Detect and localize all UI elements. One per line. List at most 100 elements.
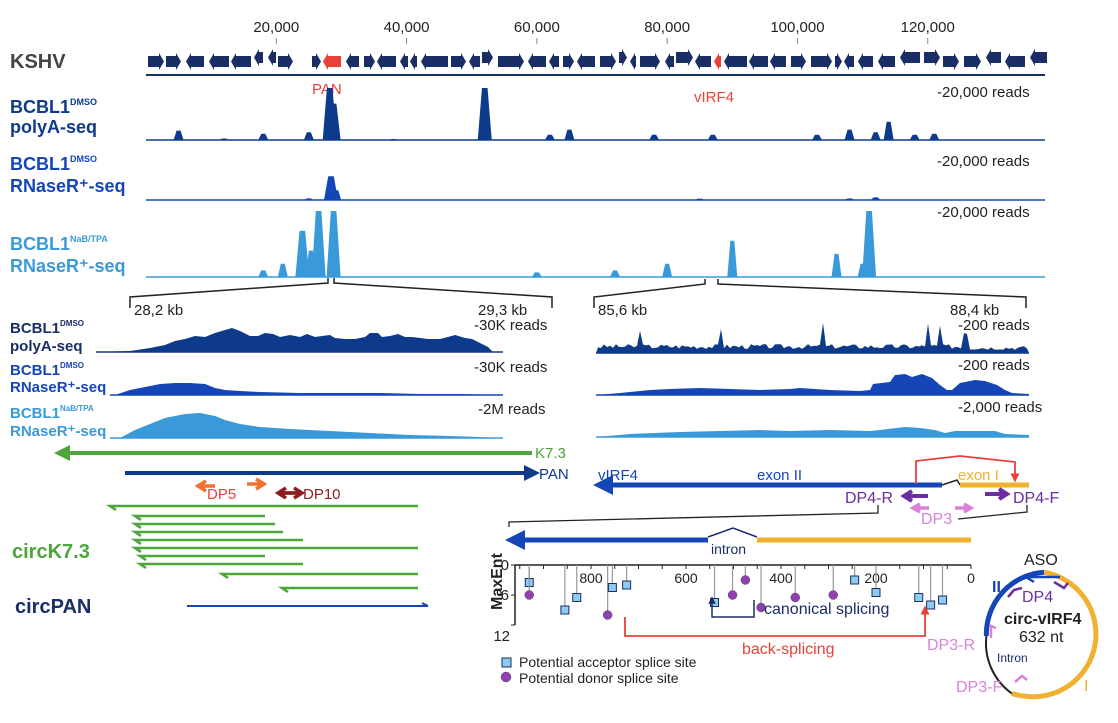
orf-arrow-icon [619,49,627,66]
maxent-x-tick-label: 600 [674,570,698,586]
canonical-splicing-connector [708,596,755,618]
zoom-right-end: 88,4 kb [950,302,999,319]
circk73-isoform-arrow [130,546,418,554]
coverage-tracks: BCBL1DMSO polyA-seq -20,000 reads BCBL1D… [10,84,1045,278]
circk73-isoform-arrow [277,586,418,594]
orf-arrow-icon [577,53,595,70]
track-3-scale: -20,000 reads [937,204,1030,221]
legend-acceptor-icon [501,657,512,668]
orf-arrow-icon [498,53,524,70]
circle-exon2-label: II [992,579,1001,596]
acceptor-site-marker [850,575,860,585]
orf-arrow-icon [811,53,832,70]
acceptor-site-marker [572,593,582,602]
zoom-right-start: 85,6 kb [598,302,647,319]
maxent-y-tick-label: 12 [493,628,510,645]
primer-dp10: DP10 [274,486,341,503]
track-3-sublabel: RNaseR⁺-seq [10,256,126,276]
zoom-right-panel: 85,6 kb 88,4 kb -200 reads -200 reads -2… [596,302,1042,438]
orf-arrow-icon [791,53,806,70]
orf-arrow-icon [312,53,321,70]
dp3-label: DP3 [921,511,952,528]
orf-arrow-icon [377,53,396,70]
circle-dp3r-arrow-icon [989,624,997,638]
acceptor-site-marker [926,600,936,610]
zoom-left-track-1-sublabel: polyA-seq [10,338,83,355]
virf4-gene-label: vIRF4 [598,467,638,484]
virf4-exon2-label: exon II [757,467,802,484]
donor-site-marker [828,590,838,600]
genome-tick-label: 60,000 [514,19,560,36]
circle-title: circ-vIRF4 [1004,611,1081,628]
orf-arrow-icon [549,53,559,70]
zoom-left-track-2-label: BCBL1DMSO [10,361,84,379]
dp3-right-arrow-icon [955,502,975,514]
maxent-y-tick-label: 6 [501,587,509,604]
orf-arrow-icon [964,53,981,70]
maxent-x-tick-label: 400 [769,570,793,586]
pan-locus: K7.3 PAN DP5 DP10 circK7.3 circPAN [12,445,569,618]
orf-arrow-icon [1030,49,1047,66]
acceptor-site-marker [871,588,881,597]
circk73-isoforms [105,504,418,594]
circle-exon1-arc [1021,569,1099,700]
orf-arrow-icon [676,49,693,66]
detail-bracket-right [957,505,1028,520]
orf-arrow-icon [186,53,204,70]
genome-tick-label: 100,000 [770,19,824,36]
zoom-right-coverage-1 [596,322,1029,353]
circk73-isoform-arrow [130,538,303,546]
genome-panel: KSHV 20,000 40,000 60,000 80,000 100,000 120,… [10,19,1047,106]
dp4f-arrow-icon [985,487,1011,501]
circk73-isoform-arrow [217,572,418,580]
backsplicing-label: back-splicing [742,641,834,658]
zoom-left-panel: 28,2 kb 29,3 kb BCBL1DMSO polyA-seq -30K… [10,302,547,440]
circle-exon1-label: I [1084,678,1088,695]
orf-arrow-icon [451,53,466,70]
pan-label: PAN [539,466,569,483]
orf-arrow-icon [749,53,768,70]
track-1-scale: -20,000 reads [937,84,1030,101]
circk73-isoform-arrow [105,504,418,512]
orf-arrow-icon [878,53,895,70]
dp4r-arrow-icon [900,489,928,503]
orf-arrow-icon [724,53,747,70]
circle-intron-arc [984,635,1013,695]
maxent-y-tick-label: 0 [501,557,509,574]
dp4r-label: DP4-R [845,490,893,507]
orf-arrow-icon [166,53,181,70]
zoom-left-coverage-3 [120,413,503,438]
maxent-x-tick-label: 0 [967,570,975,586]
orf-arrow-icon [943,53,959,70]
circk73-isoform-arrow [130,514,265,522]
orf-arrow-icon [231,53,251,70]
detail-bracket-left [508,505,879,527]
circk73-isoform-arrow [130,522,275,530]
donor-site-marker [756,602,766,613]
zoom-left-track-1-scale: -30K reads [474,317,547,334]
circk73-label: circK7.3 [12,541,90,563]
orf-arrow-icon [268,49,276,66]
orf-arrow-icon [209,53,229,70]
dp3-left-arrow-icon [909,502,929,514]
zoom-connectors [129,278,1027,308]
circle-dp4-left-arrow-icon [1007,586,1023,598]
orf-arrow-icon [924,49,940,66]
acceptor-site-marker [914,593,924,602]
orf-arrow-icon [630,53,636,70]
circpan-arrow [187,602,429,607]
circk73-isoform-arrow [130,530,283,538]
orf-arrow-icon [665,53,674,70]
virf4-intron [941,479,961,486]
legend-donor-icon [500,671,512,683]
track-3-label: BCBL1NaB/TPA [10,234,108,254]
acceptor-site-marker [622,580,632,590]
circle-exon1-arc-b [1011,691,1023,699]
zoom-left-coverage-2 [115,383,503,395]
genome-gene-arrows [148,49,1047,70]
gene-label-virf4: vIRF4 [694,89,734,106]
zoom-left-track-1-label: BCBL1DMSO [10,319,84,337]
canonical-splicing-label: canonical splicing [764,601,889,618]
circle-dp3f-label: DP3-F [956,679,1002,696]
